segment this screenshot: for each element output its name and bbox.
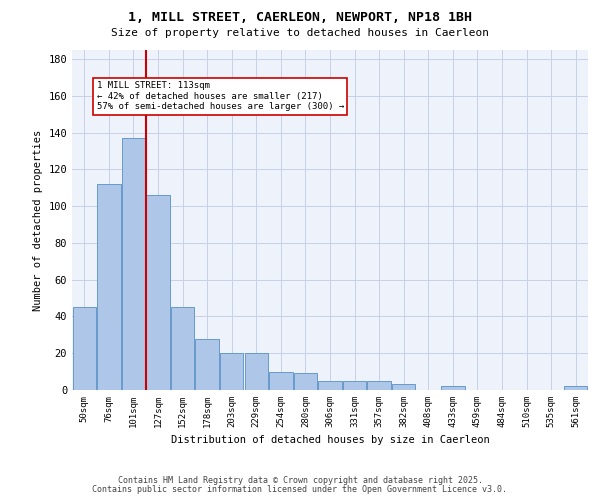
Bar <box>73 308 96 390</box>
Bar <box>294 374 317 390</box>
Bar <box>269 372 293 390</box>
Bar <box>146 195 170 390</box>
Text: 1 MILL STREET: 113sqm
← 42% of detached houses are smaller (217)
57% of semi-det: 1 MILL STREET: 113sqm ← 42% of detached … <box>97 81 344 111</box>
Bar <box>196 338 219 390</box>
Bar <box>97 184 121 390</box>
Text: Contains HM Land Registry data © Crown copyright and database right 2025.: Contains HM Land Registry data © Crown c… <box>118 476 482 485</box>
Y-axis label: Number of detached properties: Number of detached properties <box>33 130 43 310</box>
Bar <box>367 381 391 390</box>
Bar <box>343 381 366 390</box>
Text: Size of property relative to detached houses in Caerleon: Size of property relative to detached ho… <box>111 28 489 38</box>
Bar <box>245 353 268 390</box>
Bar <box>220 353 244 390</box>
Bar <box>122 138 145 390</box>
Text: Contains public sector information licensed under the Open Government Licence v3: Contains public sector information licen… <box>92 485 508 494</box>
Bar <box>171 308 194 390</box>
Bar <box>441 386 464 390</box>
Bar <box>319 381 341 390</box>
Bar <box>392 384 415 390</box>
X-axis label: Distribution of detached houses by size in Caerleon: Distribution of detached houses by size … <box>170 436 490 446</box>
Text: 1, MILL STREET, CAERLEON, NEWPORT, NP18 1BH: 1, MILL STREET, CAERLEON, NEWPORT, NP18 … <box>128 11 472 24</box>
Bar <box>564 386 587 390</box>
